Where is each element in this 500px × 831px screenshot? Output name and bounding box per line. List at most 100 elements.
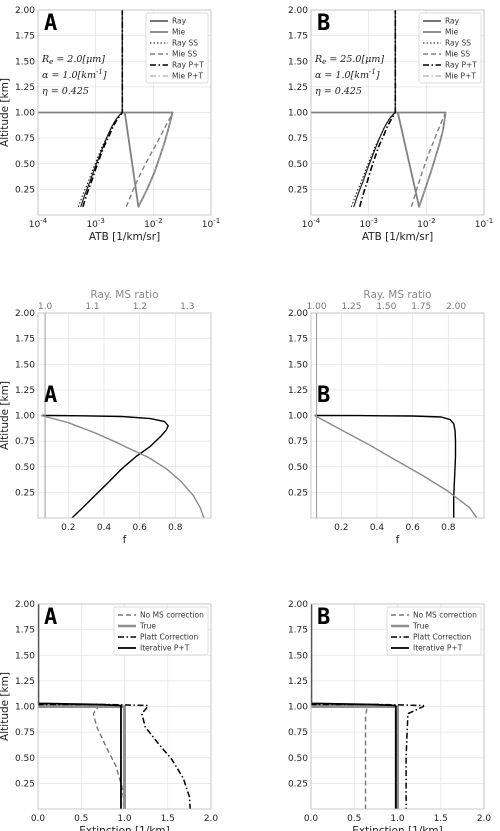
x-tick-label: 0.0: [31, 814, 46, 824]
legend-label: Mie P+T: [172, 72, 203, 81]
x2-tick-label: 2.00: [446, 302, 466, 312]
series-line-ray-p-t: [82, 10, 124, 208]
x-tick-label: 2.0: [204, 814, 219, 824]
plot-frame: [310, 603, 485, 810]
series-line-ray-ss: [350, 10, 396, 207]
y-tick-label: 2.00: [15, 600, 35, 610]
y-tick-label: 0.25: [288, 488, 308, 498]
legend-label: Ray P+T: [172, 61, 204, 70]
panel-label: A: [44, 605, 57, 630]
series-line-true: [38, 604, 126, 809]
series-line-iterative-p-t: [311, 604, 397, 809]
x-tick-label: 1.5: [434, 814, 448, 824]
y-tick-label: 0.50: [288, 754, 308, 764]
y-tick-label: 1.00: [15, 109, 35, 119]
y-tick-label: 0.75: [15, 437, 35, 447]
series-line-iterative-p-t: [38, 604, 122, 809]
legend-label: Ray: [445, 17, 460, 26]
legend-label: Mie SS: [445, 50, 470, 59]
series-line-curve-0: [314, 414, 457, 518]
series-line-mie-ss: [125, 112, 174, 208]
y-tick-label: 1.75: [15, 335, 35, 345]
x-tick-label: 10-3: [359, 217, 377, 230]
y-tick-label: 0.50: [15, 463, 35, 473]
y-tick-label: 0.75: [288, 728, 308, 738]
x-tick-label: 0.5: [74, 814, 88, 824]
legend-label: True: [139, 622, 156, 631]
legend-box: [386, 606, 482, 656]
series-line-platt-correction: [38, 604, 191, 809]
y-tick-label: 0.25: [288, 779, 308, 789]
legend-label: Ray SS: [172, 39, 198, 48]
x-tick-label: 0.8: [441, 523, 456, 533]
y-tick-label: 0.75: [288, 134, 308, 144]
plot-frame: [37, 9, 212, 216]
series-line-ray-ss: [77, 10, 123, 207]
x-tick-label: 10-4: [302, 217, 321, 230]
series-line-mie-p-t: [418, 112, 446, 207]
chart-atb-b: 0.25 0.50 0.75 1.00 1.25 1.50 1.75 2.00 10-4 10-3…: [288, 6, 493, 243]
x2-tick-label: 1.25: [341, 302, 361, 312]
y-tick-label: 1.50: [15, 57, 35, 67]
chart-ext-a: 0.25 0.50 0.75 1.00 1.25 1.50 1.75 2.00 0.0 0.5 1.…: [0, 600, 218, 831]
legend-label: Ray: [172, 17, 187, 26]
x-tick-label: 0.6: [132, 523, 147, 533]
x-axis-label: f: [123, 534, 127, 546]
legend-box: [113, 606, 209, 656]
x-tick-label: 0.2: [334, 523, 348, 533]
x2-tick-label: 1.50: [376, 302, 396, 312]
y-tick-label: 0.25: [288, 185, 308, 195]
series-line-curve-1: [314, 414, 478, 518]
parameter-annotation: α = 1.0[km-1]: [42, 68, 107, 81]
panel-label: B: [317, 383, 330, 408]
y-tick-label: 1.50: [15, 360, 35, 370]
y-tick-label: 1.00: [288, 703, 308, 713]
legend-label: True: [412, 622, 429, 631]
x-tick-label: 10-1: [475, 217, 493, 230]
series-line-mie-p-t: [137, 112, 173, 208]
plot-frame: [310, 312, 485, 519]
x-tick-label: 1.0: [117, 814, 132, 824]
x-tick-label: 0.4: [370, 523, 385, 533]
x-tick-label: 10-4: [29, 217, 48, 230]
parameter-annotation: α = 1.0[km-1]: [315, 68, 380, 81]
y-tick-label: 0.50: [15, 754, 35, 764]
legend-label: Mie: [445, 28, 459, 37]
legend-label: No MS correction: [140, 611, 204, 620]
legend-label: Mie: [172, 28, 186, 37]
y-tick-label: 2.00: [288, 6, 308, 16]
legend-box: [145, 12, 209, 84]
y-tick-label: 1.50: [288, 651, 308, 661]
x-axis-label: Extinction [1/km]: [79, 825, 169, 831]
y-tick-label: 0.50: [288, 160, 308, 170]
legend-label: Platt Correction: [140, 633, 199, 642]
chart-ext-b: 0.25 0.50 0.75 1.00 1.25 1.50 1.75 2.00 0.0 0.5 1.…: [288, 600, 491, 831]
y-tick-label: 1.50: [15, 651, 35, 661]
series-group: [311, 10, 447, 208]
x-tick-label: 0.0: [304, 814, 319, 824]
y-axis-label: Altitude [km]: [0, 78, 11, 147]
y-tick-label: 2.00: [288, 600, 308, 610]
y-tick-label: 0.50: [15, 160, 35, 170]
legend-label: Ray SS: [445, 39, 471, 48]
x2-tick-label: 1.75: [411, 302, 431, 312]
x-axis-label: Extinction [1/km]: [352, 825, 442, 831]
y-tick-label: 1.50: [288, 360, 308, 370]
y-tick-label: 1.25: [15, 386, 35, 396]
x-tick-label: 1.0: [390, 814, 405, 824]
y-tick-label: 1.75: [15, 32, 35, 42]
x-tick-label: 0.8: [168, 523, 183, 533]
y-tick-label: 1.00: [15, 412, 35, 422]
legend-label: Mie SS: [172, 50, 197, 59]
chart-atb-a: 0.25 0.50 0.75 1.00 1.25 1.50 1.75 2.00 10-4 10-3…: [0, 6, 220, 243]
y-tick-label: 1.50: [288, 57, 308, 67]
y-tick-label: 1.25: [15, 83, 35, 93]
series-group: [311, 604, 425, 809]
series-line-ray-p-t: [358, 10, 397, 208]
y-tick-label: 1.75: [288, 335, 308, 345]
x-tick-label: 0.5: [347, 814, 361, 824]
y-tick-label: 0.25: [15, 185, 35, 195]
series-line-mie-ss: [410, 112, 447, 208]
plot-frame: [37, 603, 212, 810]
